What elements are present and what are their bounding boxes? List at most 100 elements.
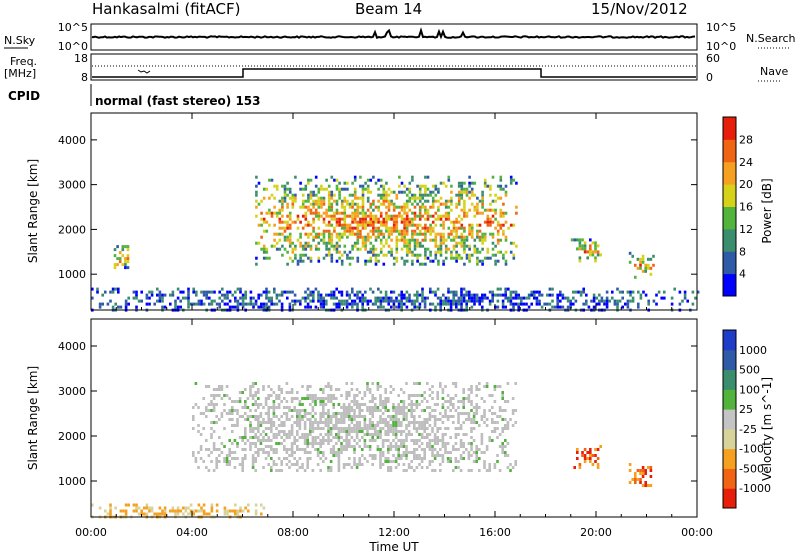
data-cell bbox=[309, 412, 312, 415]
data-cell bbox=[333, 226, 336, 230]
data-cell bbox=[285, 391, 289, 394]
data-cell bbox=[223, 403, 226, 406]
data-cell bbox=[485, 385, 489, 388]
data-cell bbox=[483, 238, 487, 242]
data-cell bbox=[340, 302, 344, 306]
data-cell bbox=[434, 199, 438, 203]
data-cell bbox=[241, 299, 245, 303]
data-cell bbox=[483, 415, 486, 418]
data-cell bbox=[359, 223, 362, 227]
data-cell bbox=[478, 424, 481, 427]
data-cell bbox=[356, 235, 360, 239]
data-cell bbox=[655, 293, 658, 297]
data-cell bbox=[463, 262, 466, 266]
data-cell bbox=[358, 457, 361, 460]
data-cell bbox=[312, 290, 315, 294]
data-cell bbox=[411, 175, 414, 179]
data-cell bbox=[350, 466, 354, 469]
data-cell bbox=[605, 290, 609, 294]
data-cell bbox=[299, 253, 302, 257]
data-cell bbox=[275, 406, 278, 409]
data-cell bbox=[418, 433, 421, 436]
data-cell bbox=[239, 509, 242, 513]
data-cell bbox=[322, 196, 326, 200]
data-cell bbox=[413, 238, 417, 242]
data-cell bbox=[442, 202, 445, 206]
data-cell bbox=[257, 421, 260, 424]
data-cell bbox=[434, 250, 438, 254]
data-cell bbox=[176, 512, 180, 516]
data-cell bbox=[202, 503, 206, 507]
data-cell bbox=[262, 244, 266, 248]
freq-line bbox=[92, 68, 696, 78]
data-cell bbox=[603, 299, 606, 303]
data-cell bbox=[514, 290, 518, 294]
data-cell bbox=[233, 424, 237, 427]
data-cell bbox=[501, 394, 504, 397]
data-cell bbox=[283, 199, 287, 203]
data-cell bbox=[628, 463, 632, 466]
data-cell bbox=[527, 305, 531, 309]
data-cell bbox=[398, 232, 401, 236]
data-cell bbox=[327, 293, 331, 297]
data-cell bbox=[416, 241, 419, 245]
data-cell bbox=[411, 253, 414, 257]
data-cell bbox=[324, 385, 328, 388]
data-cell bbox=[311, 397, 315, 400]
data-cell bbox=[512, 178, 516, 182]
data-cell bbox=[244, 454, 247, 457]
data-cell bbox=[241, 406, 244, 409]
data-cell bbox=[418, 302, 422, 306]
data-cell bbox=[449, 403, 452, 406]
data-cell bbox=[426, 214, 430, 218]
colorbar-segment bbox=[723, 184, 736, 207]
data-cell bbox=[257, 448, 260, 451]
data-cell bbox=[366, 460, 369, 463]
data-cell bbox=[379, 214, 383, 218]
data-cell bbox=[353, 202, 357, 206]
data-cell bbox=[189, 509, 193, 513]
data-cell bbox=[301, 436, 304, 439]
data-cell bbox=[309, 397, 312, 400]
data-cell bbox=[340, 217, 344, 221]
data-cell bbox=[355, 424, 359, 427]
data-cell bbox=[455, 235, 458, 239]
data-cell bbox=[405, 427, 408, 430]
data-cell bbox=[273, 244, 276, 248]
data-cell bbox=[596, 466, 600, 469]
data-cell bbox=[273, 287, 276, 291]
data-cell bbox=[345, 433, 348, 436]
data-cell bbox=[403, 293, 406, 297]
data-cell bbox=[158, 290, 162, 294]
data-cell bbox=[592, 299, 596, 303]
data-cell bbox=[379, 196, 383, 200]
data-cell bbox=[192, 290, 195, 294]
data-cell bbox=[489, 256, 492, 260]
data-cell bbox=[486, 247, 490, 251]
data-cell bbox=[296, 418, 299, 421]
data-cell bbox=[215, 388, 218, 391]
data-cell bbox=[441, 391, 445, 394]
data-cell bbox=[491, 394, 494, 397]
data-cell bbox=[293, 463, 296, 466]
data-cell bbox=[148, 302, 151, 306]
data-cell bbox=[358, 409, 361, 412]
data-cell bbox=[499, 175, 503, 179]
data-cell bbox=[589, 451, 592, 454]
data-cell bbox=[291, 196, 295, 200]
data-cell bbox=[491, 299, 494, 303]
data-cell bbox=[465, 238, 469, 242]
data-cell bbox=[268, 196, 271, 200]
data-cell bbox=[254, 427, 257, 430]
data-cell bbox=[475, 451, 478, 454]
data-cell bbox=[496, 287, 500, 291]
data-cell bbox=[249, 385, 252, 388]
data-cell bbox=[418, 214, 422, 218]
data-cell bbox=[418, 457, 421, 460]
station-title: Hankasalmi (fitACF) bbox=[92, 0, 241, 18]
data-cell bbox=[514, 382, 517, 385]
data-cell bbox=[304, 184, 308, 188]
data-cell bbox=[270, 302, 273, 306]
data-cell bbox=[353, 427, 356, 430]
data-cell bbox=[280, 442, 283, 445]
